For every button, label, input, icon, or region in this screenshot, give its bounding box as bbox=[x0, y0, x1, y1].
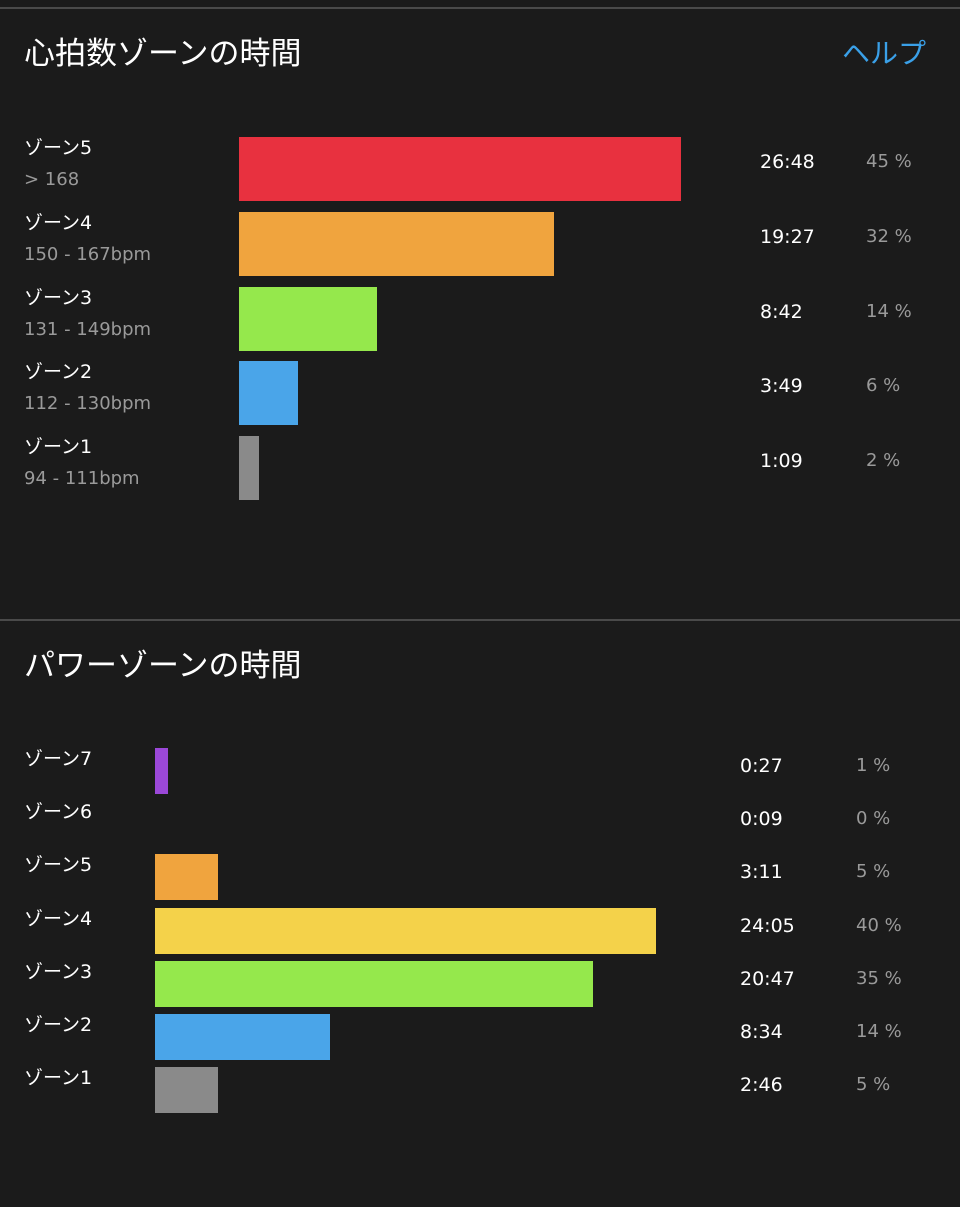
zone-bar bbox=[155, 1067, 218, 1114]
zone-percent: 2 % bbox=[866, 450, 901, 472]
zone-percent: 45 % bbox=[866, 151, 912, 172]
zone-time: 2:46 bbox=[740, 1074, 783, 1097]
zone-time: 1:09 bbox=[760, 450, 803, 473]
zone-percent: 0 % bbox=[856, 808, 891, 830]
power-zones-title: パワーゾーンの時間 bbox=[24, 648, 302, 684]
zone-bar bbox=[239, 286, 377, 351]
zone-bar bbox=[239, 211, 554, 276]
zone-percent: 32 % bbox=[866, 225, 912, 247]
zone-label: ゾーン2 bbox=[24, 1014, 93, 1036]
zone-time: 19:27 bbox=[760, 225, 815, 248]
zone-bar bbox=[155, 960, 594, 1007]
zone-percent: 14 % bbox=[866, 300, 912, 322]
section-divider bbox=[0, 619, 960, 621]
zone-bar bbox=[239, 436, 259, 501]
zone-label: ゾーン6 bbox=[24, 801, 93, 824]
zone-range: 112 - 130bpm bbox=[24, 393, 152, 415]
zone-range: 150 - 167bpm bbox=[24, 243, 152, 265]
zone-label: ゾーン3 bbox=[24, 960, 93, 983]
zone-range: 131 - 149bpm bbox=[24, 318, 152, 340]
zone-range: > 168 bbox=[24, 169, 80, 190]
zone-time: 20:47 bbox=[740, 967, 795, 990]
zone-label: ゾーン2 bbox=[24, 361, 93, 384]
zone-time: 8:34 bbox=[740, 1021, 783, 1043]
zone-time: 8:42 bbox=[760, 300, 803, 323]
top-divider bbox=[0, 7, 960, 9]
zone-time: 0:27 bbox=[740, 755, 783, 777]
zone-bar bbox=[155, 854, 218, 901]
zone-time: 24:05 bbox=[740, 914, 795, 937]
zone-time: 3:49 bbox=[760, 375, 803, 398]
zone-label: ゾーン4 bbox=[24, 211, 93, 234]
zone-label: ゾーン1 bbox=[24, 1067, 93, 1090]
zone-percent: 40 % bbox=[856, 914, 902, 936]
zone-percent: 5 % bbox=[856, 861, 891, 883]
zone-label: ゾーン3 bbox=[24, 286, 93, 309]
help-link[interactable]: ヘルプ bbox=[841, 37, 926, 70]
zone-bar bbox=[239, 361, 298, 426]
zone-label: ゾーン5 bbox=[24, 137, 93, 159]
zone-label: ゾーン5 bbox=[24, 854, 93, 877]
zone-range: 94 - 111bpm bbox=[24, 468, 140, 490]
zone-time: 26:48 bbox=[760, 151, 815, 173]
zone-time: 0:09 bbox=[740, 808, 783, 831]
zone-bar bbox=[239, 137, 682, 201]
zone-bar bbox=[155, 1014, 331, 1060]
zone-time: 3:11 bbox=[740, 861, 783, 884]
zone-percent: 6 % bbox=[866, 375, 901, 397]
zone-bar bbox=[155, 748, 168, 794]
zone-label: ゾーン7 bbox=[24, 748, 93, 770]
zone-percent: 5 % bbox=[856, 1074, 891, 1096]
heart-rate-zones-title: 心拍数ゾーンの時間 bbox=[24, 36, 302, 72]
zone-percent: 1 % bbox=[856, 755, 891, 776]
zone-percent: 14 % bbox=[856, 1021, 902, 1042]
zone-percent: 35 % bbox=[856, 967, 902, 989]
zone-label: ゾーン1 bbox=[24, 436, 93, 459]
zone-bar bbox=[155, 907, 656, 954]
zone-label: ゾーン4 bbox=[24, 907, 93, 930]
